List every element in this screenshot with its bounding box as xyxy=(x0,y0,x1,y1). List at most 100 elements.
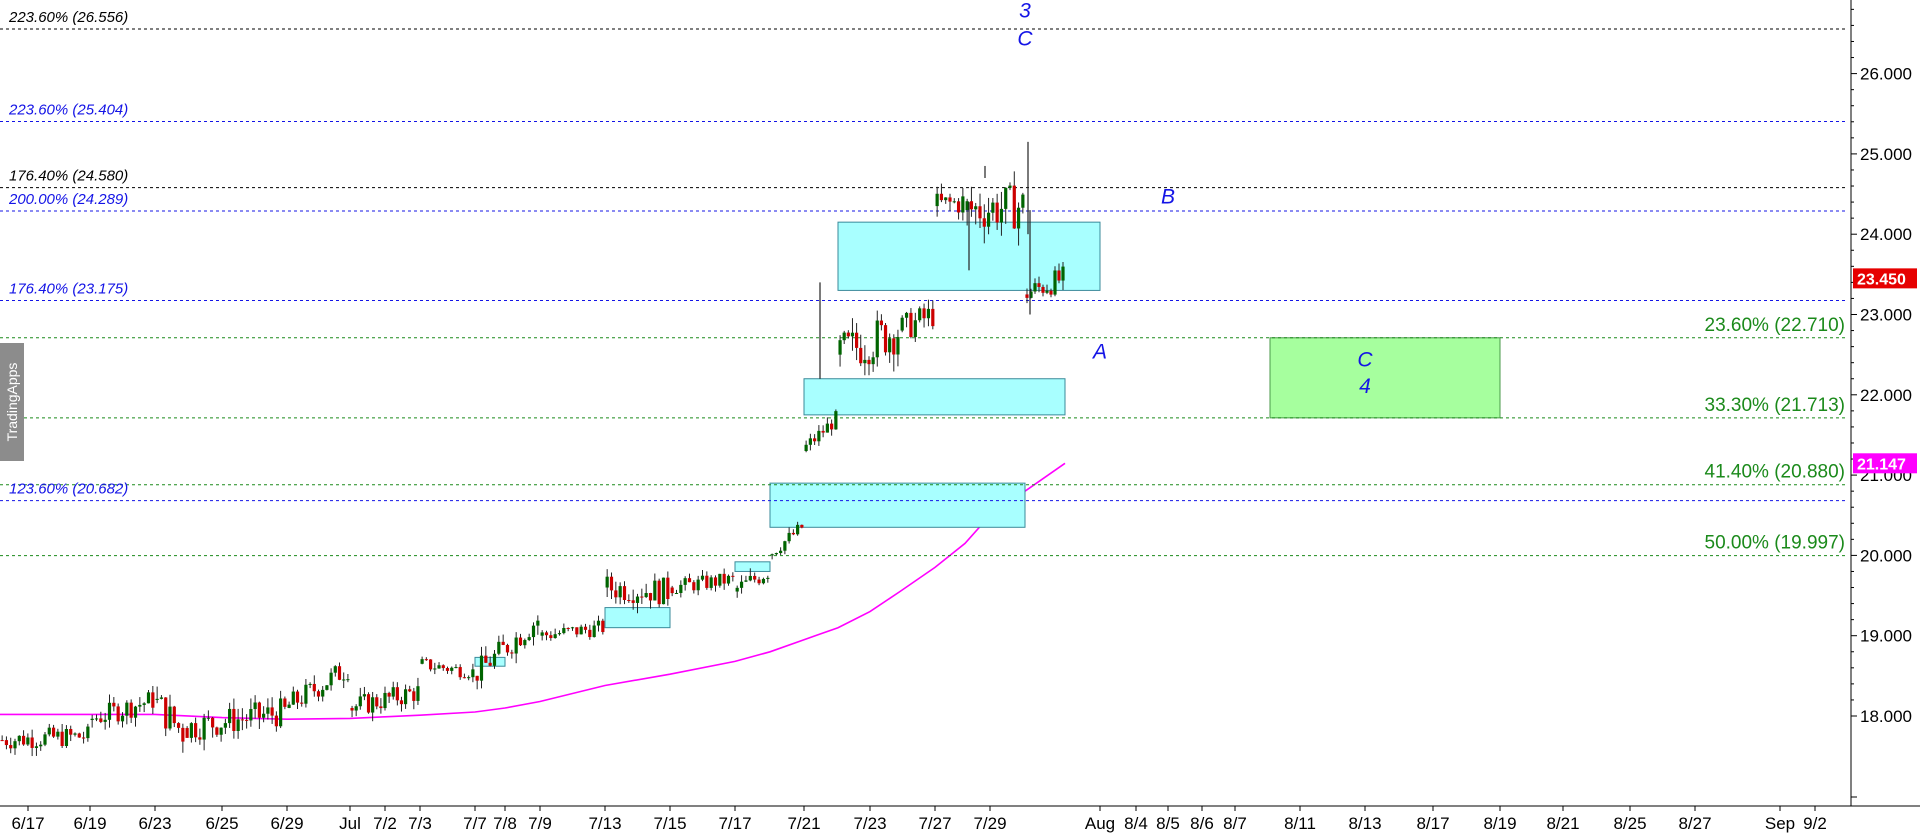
candle-122 xyxy=(518,633,523,647)
candle-227 xyxy=(969,186,974,217)
candle-43 xyxy=(185,726,189,738)
candle-4 xyxy=(17,735,21,746)
candle-202 xyxy=(863,345,867,376)
support-zone-3 xyxy=(734,561,771,572)
candle-12 xyxy=(51,724,56,738)
candle-206 xyxy=(879,314,883,331)
candle-177 xyxy=(757,576,761,586)
x-tick-label-24: 8/13 xyxy=(1348,814,1381,833)
last-price-tag: 23.450 xyxy=(1853,268,1917,289)
candle-139 xyxy=(592,620,596,638)
candle-203 xyxy=(867,356,871,376)
candle-112 xyxy=(475,675,479,690)
candle-21 xyxy=(90,714,94,728)
level-label-8: 123.60% (20.682) xyxy=(9,481,128,498)
candle-154 xyxy=(657,578,661,608)
candle-75 xyxy=(321,686,325,702)
candle-84 xyxy=(358,687,362,710)
candles-layer xyxy=(0,141,1065,757)
candle-235 xyxy=(1004,187,1008,224)
candle-134 xyxy=(570,626,575,631)
x-tick-label-8: 7/7 xyxy=(463,814,487,833)
candle-56 xyxy=(240,708,244,731)
candle-117 xyxy=(497,635,501,656)
candle-67 xyxy=(287,701,291,709)
candle-5 xyxy=(21,730,26,746)
candle-103 xyxy=(437,662,441,669)
x-tick-label-13: 7/17 xyxy=(718,814,751,833)
candle-148 xyxy=(631,589,635,610)
candle-59 xyxy=(253,695,257,719)
candle-86 xyxy=(366,692,371,714)
x-tick-label-2: 6/23 xyxy=(138,814,171,833)
candle-110 xyxy=(467,675,471,681)
candle-61 xyxy=(262,706,266,723)
wave-label-1: C xyxy=(1017,27,1033,50)
candle-182 xyxy=(779,547,783,555)
candle-63 xyxy=(270,697,274,724)
candle-72 xyxy=(308,682,312,689)
candle-195 xyxy=(834,409,838,430)
x-tick-label-22: 8/7 xyxy=(1223,814,1247,833)
wave-label-3: A xyxy=(1091,341,1107,364)
wave-label-4: C xyxy=(1357,349,1373,372)
candle-141 xyxy=(601,618,605,635)
x-tick-label-31: 9/2 xyxy=(1803,814,1827,833)
candle-107 xyxy=(454,664,458,669)
candle-197 xyxy=(842,330,846,345)
candle-149 xyxy=(635,593,640,614)
x-tick-label-15: 7/23 xyxy=(853,814,886,833)
candle-217 xyxy=(926,299,931,327)
candle-138 xyxy=(588,624,592,640)
candle-201 xyxy=(859,334,863,367)
candle-249 xyxy=(1061,261,1065,290)
candle-183 xyxy=(783,540,787,555)
candle-54 xyxy=(232,698,236,739)
candle-37 xyxy=(159,695,164,700)
candle-121 xyxy=(514,632,518,664)
candle-156 xyxy=(666,571,670,606)
x-tick-label-5: Jul xyxy=(339,814,361,833)
x-tick-label-14: 7/21 xyxy=(787,814,820,833)
candle-168 xyxy=(718,573,722,588)
candle-196 xyxy=(838,335,842,367)
candle-170 xyxy=(726,574,731,586)
level-label-1: 223.60% (25.404) xyxy=(8,101,128,118)
candle-60 xyxy=(257,701,261,729)
candle-102 xyxy=(433,662,437,675)
candle-210 xyxy=(896,329,900,367)
candle-129 xyxy=(549,631,553,641)
candle-218 xyxy=(931,300,935,330)
x-tick-label-20: 8/5 xyxy=(1156,814,1180,833)
candle-50 xyxy=(215,726,219,737)
candle-124 xyxy=(527,633,531,642)
x-tick-label-16: 7/27 xyxy=(918,814,951,833)
candle-1 xyxy=(4,736,9,750)
candle-223 xyxy=(952,198,956,204)
x-tick-label-28: 8/25 xyxy=(1613,814,1646,833)
candle-35 xyxy=(151,686,155,714)
candle-80 xyxy=(342,672,346,689)
candle-71 xyxy=(304,678,308,708)
candle-88 xyxy=(375,694,379,710)
candle-232 xyxy=(991,198,995,221)
x-tick-label-18: Aug xyxy=(1085,814,1115,833)
wave-label-2: B xyxy=(1161,186,1175,209)
candle-92 xyxy=(391,681,395,700)
candle-239 xyxy=(1021,192,1025,214)
candle-69 xyxy=(295,689,300,709)
candle-173 xyxy=(739,575,744,594)
candle-159 xyxy=(679,580,683,598)
level-label-9: 50.00% (19.997) xyxy=(1705,533,1846,554)
candle-55 xyxy=(236,708,240,739)
candle-77 xyxy=(329,668,333,691)
candle-140 xyxy=(596,615,601,632)
candle-136 xyxy=(579,624,583,635)
candle-34 xyxy=(146,689,151,704)
x-tick-label-1: 6/19 xyxy=(73,814,106,833)
candle-15 xyxy=(64,725,69,748)
candle-128 xyxy=(544,630,549,641)
candle-190 xyxy=(813,434,817,445)
candle-7 xyxy=(30,729,34,757)
